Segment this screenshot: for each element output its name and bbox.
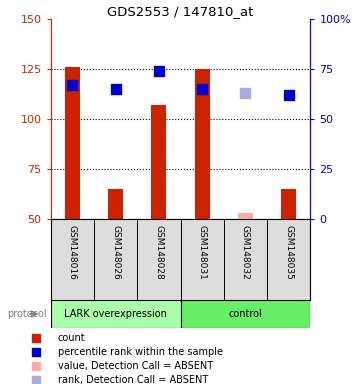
Point xyxy=(199,86,205,92)
Text: count: count xyxy=(58,333,86,343)
Text: GSM148035: GSM148035 xyxy=(284,225,293,280)
Bar xyxy=(238,213,253,219)
Point xyxy=(33,363,39,369)
Point xyxy=(33,335,39,341)
Point xyxy=(286,92,292,98)
Point xyxy=(156,68,162,74)
Point xyxy=(113,86,118,92)
Text: LARK overexpression: LARK overexpression xyxy=(64,309,167,319)
Text: GSM148016: GSM148016 xyxy=(68,225,77,280)
FancyBboxPatch shape xyxy=(51,300,180,328)
Text: protocol: protocol xyxy=(7,309,47,319)
Point xyxy=(33,377,39,383)
Bar xyxy=(151,105,166,219)
Text: GSM148031: GSM148031 xyxy=(198,225,206,280)
Title: GDS2553 / 147810_at: GDS2553 / 147810_at xyxy=(107,5,254,18)
Text: GSM148026: GSM148026 xyxy=(111,225,120,280)
Point xyxy=(69,82,75,88)
Point xyxy=(33,349,39,355)
Text: GSM148032: GSM148032 xyxy=(241,225,250,280)
Bar xyxy=(65,67,80,219)
Text: percentile rank within the sample: percentile rank within the sample xyxy=(58,347,223,357)
Text: GSM148028: GSM148028 xyxy=(155,225,163,280)
FancyBboxPatch shape xyxy=(180,300,310,328)
Bar xyxy=(108,189,123,219)
Bar xyxy=(195,69,210,219)
Point xyxy=(243,90,248,96)
Text: control: control xyxy=(229,309,262,319)
Bar xyxy=(281,189,296,219)
Text: rank, Detection Call = ABSENT: rank, Detection Call = ABSENT xyxy=(58,375,208,384)
Text: value, Detection Call = ABSENT: value, Detection Call = ABSENT xyxy=(58,361,213,371)
